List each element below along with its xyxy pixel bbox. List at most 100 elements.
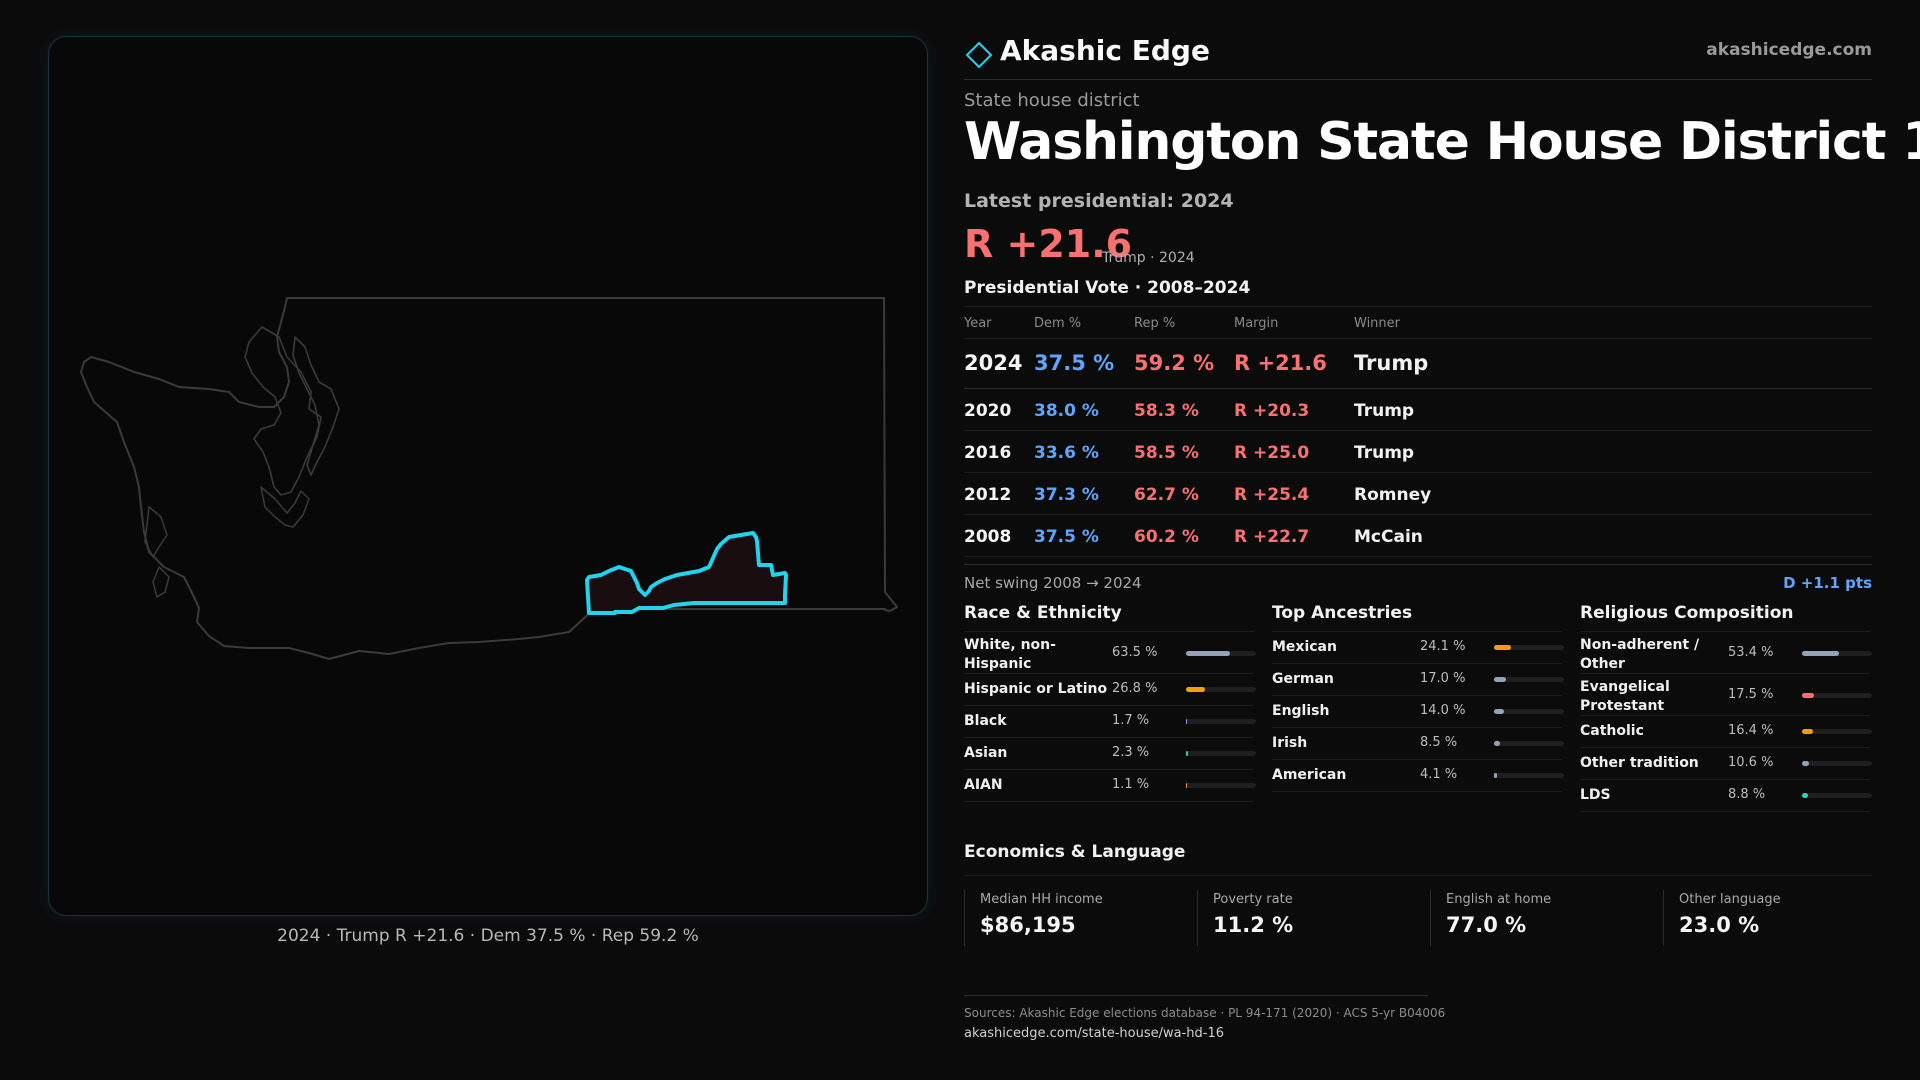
item-label: White, non-Hispanic bbox=[964, 637, 1056, 672]
item-bar bbox=[1186, 687, 1256, 692]
item-bar-fill bbox=[1186, 751, 1188, 756]
cell-winner: McCain bbox=[1354, 527, 1423, 547]
table-row: 2024 37.5 % 59.2 % R +21.6 Trump bbox=[964, 339, 1872, 389]
item-value: 16.4 % bbox=[1728, 723, 1774, 738]
table-row: 2008 37.5 % 60.2 % R +22.7 McCain bbox=[964, 515, 1872, 557]
table-header: Year Dem % Rep % Margin Winner bbox=[964, 307, 1872, 339]
list-item: Other tradition 10.6 % bbox=[1580, 748, 1872, 780]
presidential-vote-table: Year Dem % Rep % Margin Winner 2024 37.5… bbox=[964, 306, 1872, 557]
table-row: 2016 33.6 % 58.5 % R +25.0 Trump bbox=[964, 431, 1872, 473]
list-item: German 17.0 % bbox=[1272, 664, 1564, 696]
item-bar bbox=[1494, 677, 1564, 682]
inlet-outline bbox=[260, 486, 310, 528]
econ-card-income: Median HH income $86,195 bbox=[964, 890, 1174, 946]
sources-url-link[interactable]: akashicedge.com/state-house/wa-hd-16 bbox=[964, 1026, 1224, 1041]
econ-card-value: 23.0 % bbox=[1679, 913, 1760, 937]
cell-rep: 58.3 % bbox=[1134, 401, 1199, 421]
econ-card-label: Other language bbox=[1679, 892, 1781, 907]
item-value: 17.0 % bbox=[1420, 671, 1466, 686]
header-dem: Dem % bbox=[1034, 316, 1082, 331]
econ-card-label: Median HH income bbox=[980, 892, 1103, 907]
item-bar-fill bbox=[1186, 687, 1205, 692]
diamond-logo-icon bbox=[965, 41, 993, 69]
list-item: White, non-Hispanic 63.5 % bbox=[964, 632, 1256, 674]
item-value: 53.4 % bbox=[1728, 645, 1774, 660]
cell-margin: R +25.4 bbox=[1234, 485, 1310, 505]
item-bar-fill bbox=[1802, 693, 1815, 698]
item-value: 2.3 % bbox=[1112, 745, 1150, 760]
item-value: 1.7 % bbox=[1112, 713, 1150, 728]
brand-name: Akashic Edge bbox=[1000, 34, 1210, 67]
item-bar-fill bbox=[1494, 773, 1497, 778]
ancestries-section: Top Ancestries Mexican 24.1 % German 17.… bbox=[1272, 600, 1564, 792]
brand-url-link[interactable]: akashicedge.com bbox=[1706, 40, 1872, 60]
item-value: 1.1 % bbox=[1112, 777, 1150, 792]
item-label: Black bbox=[964, 713, 1007, 729]
item-bar bbox=[1186, 783, 1256, 788]
district-16-shape[interactable] bbox=[585, 531, 788, 615]
item-label: Asian bbox=[964, 745, 1008, 761]
cell-dem: 37.5 % bbox=[1034, 351, 1115, 375]
district-map[interactable] bbox=[49, 37, 929, 917]
list-item: LDS 8.8 % bbox=[1580, 780, 1872, 812]
item-label: American bbox=[1272, 767, 1347, 783]
item-value: 10.6 % bbox=[1728, 755, 1774, 770]
cell-rep: 60.2 % bbox=[1134, 527, 1199, 547]
item-label: Mexican bbox=[1272, 639, 1337, 655]
cell-winner: Romney bbox=[1354, 485, 1432, 505]
item-label: Other tradition bbox=[1580, 755, 1699, 771]
cell-year: 2012 bbox=[964, 485, 1012, 505]
item-bar bbox=[1494, 741, 1564, 746]
item-bar bbox=[1494, 709, 1564, 714]
item-value: 63.5 % bbox=[1112, 645, 1158, 660]
cell-rep: 59.2 % bbox=[1134, 351, 1215, 375]
item-bar-fill bbox=[1494, 741, 1500, 746]
header-year: Year bbox=[964, 316, 992, 331]
latest-presidential-label: Latest presidential: 2024 bbox=[964, 190, 1234, 212]
item-value: 24.1 % bbox=[1420, 639, 1466, 654]
district-details: Akashic Edge akashicedge.com State house… bbox=[964, 0, 1920, 1080]
cell-dem: 38.0 % bbox=[1034, 401, 1099, 421]
net-swing-value: D +1.1 pts bbox=[1783, 574, 1872, 592]
religion-section: Religious Composition Non-adherent / Oth… bbox=[1580, 600, 1872, 812]
cell-year: 2024 bbox=[964, 351, 1023, 375]
cell-year: 2020 bbox=[964, 401, 1012, 421]
item-bar-fill bbox=[1186, 719, 1188, 724]
item-bar-fill bbox=[1494, 709, 1504, 714]
race-ethnicity-title: Race & Ethnicity bbox=[964, 600, 1254, 632]
cell-margin: R +22.7 bbox=[1234, 527, 1310, 547]
page-title: Washington State House District 16 bbox=[964, 112, 1920, 172]
table-row: 2012 37.3 % 62.7 % R +25.4 Romney bbox=[964, 473, 1872, 515]
item-label: Evangelical Protestant bbox=[1580, 679, 1670, 714]
cell-dem: 33.6 % bbox=[1034, 443, 1099, 463]
table-row: 2020 38.0 % 58.3 % R +20.3 Trump bbox=[964, 389, 1872, 431]
item-label: Non-adherent / Other bbox=[1580, 637, 1700, 672]
net-swing-row: Net swing 2008 → 2024 D +1.1 pts bbox=[964, 564, 1872, 598]
econ-card-label: English at home bbox=[1446, 892, 1552, 907]
cell-rep: 58.5 % bbox=[1134, 443, 1199, 463]
list-item: American 4.1 % bbox=[1272, 760, 1564, 792]
coast-inlet-outline bbox=[144, 506, 170, 598]
header-rep: Rep % bbox=[1134, 316, 1176, 331]
list-item: AIAN 1.1 % bbox=[964, 770, 1256, 802]
ancestries-title: Top Ancestries bbox=[1272, 600, 1562, 632]
item-bar bbox=[1186, 719, 1256, 724]
item-bar bbox=[1494, 645, 1564, 650]
item-value: 17.5 % bbox=[1728, 687, 1774, 702]
econ-card-value: 11.2 % bbox=[1213, 913, 1294, 937]
latest-margin: R +21.6 bbox=[964, 222, 1133, 266]
econ-card-other-language: Other language 23.0 % bbox=[1663, 890, 1873, 946]
cell-winner: Trump bbox=[1354, 401, 1415, 421]
net-swing-label: Net swing 2008 → 2024 bbox=[964, 574, 1142, 592]
district-map-panel[interactable] bbox=[48, 36, 928, 916]
item-value: 26.8 % bbox=[1112, 681, 1158, 696]
item-bar bbox=[1802, 693, 1872, 698]
list-item: Evangelical Protestant 17.5 % bbox=[1580, 674, 1872, 716]
cell-margin: R +20.3 bbox=[1234, 401, 1310, 421]
list-item: English 14.0 % bbox=[1272, 696, 1564, 728]
item-label: LDS bbox=[1580, 787, 1611, 803]
item-bar bbox=[1802, 793, 1872, 798]
econ-card-poverty: Poverty rate 11.2 % bbox=[1197, 890, 1407, 946]
list-item: Irish 8.5 % bbox=[1272, 728, 1564, 760]
item-value: 8.8 % bbox=[1728, 787, 1766, 802]
